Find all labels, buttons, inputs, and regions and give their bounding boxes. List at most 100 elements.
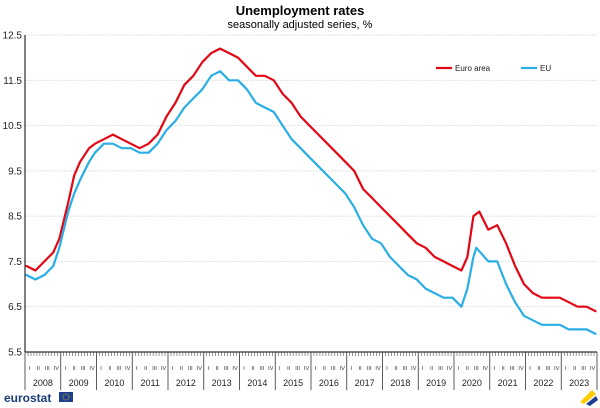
quarter-tick-label: IV [483, 366, 489, 372]
quarter-tick-label: III [546, 366, 551, 372]
year-tick-label: 2015 [283, 378, 303, 388]
legend: Euro area EU [436, 64, 551, 73]
quarter-tick-label: II [573, 366, 577, 372]
year-tick-label: 2021 [498, 378, 518, 388]
quarter-tick-label: III [474, 366, 479, 372]
quarter-tick-label: III [438, 366, 443, 372]
year-tick-label: 2020 [462, 378, 482, 388]
quarter-tick-label: III [260, 366, 265, 372]
y-tick-label: 5.5 [8, 348, 22, 359]
quarter-tick-label: I [493, 366, 495, 372]
quarter-tick-label: III [224, 366, 229, 372]
quarter-tick-label: I [565, 366, 567, 372]
series-line-eu [25, 70, 597, 335]
quarter-tick-label: III [403, 366, 408, 372]
quarter-tick-label: IV [518, 366, 524, 372]
year-tick-label: 2014 [247, 378, 267, 388]
eu-flag-icon [59, 392, 73, 402]
year-tick-label: 2017 [355, 378, 375, 388]
quarter-tick-label: II [180, 366, 184, 372]
quarter-tick-label: I [386, 366, 388, 372]
y-axis-ticks: 5.5 6.5 7.5 8.5 9.5 10.5 11.5 12.5 [3, 31, 23, 359]
footer: eurostat [4, 390, 598, 406]
quarter-tick-label: IV [232, 366, 238, 372]
quarter-tick-label: I [29, 366, 31, 372]
quarter-tick-label: IV [590, 366, 596, 372]
year-tick-label: 2019 [426, 378, 446, 388]
quarter-tick-label: III [45, 366, 50, 372]
quarter-tick-label: I [64, 366, 66, 372]
quarter-tick-label: IV [161, 366, 167, 372]
quarter-tick-label: IV [411, 366, 417, 372]
quarter-tick-label: II [37, 366, 41, 372]
year-tick-label: 2008 [33, 378, 53, 388]
quarter-tick-label: I [458, 366, 460, 372]
quarter-tick-label: II [502, 366, 506, 372]
quarter-tick-label: III [188, 366, 193, 372]
quarter-tick-label: I [136, 366, 138, 372]
quarter-tick-label: IV [89, 366, 95, 372]
series-line-euro-area [25, 47, 597, 313]
quarter-tick-label: III [152, 366, 157, 372]
quarter-tick-label: IV [125, 366, 131, 372]
quarter-tick-label: I [315, 366, 317, 372]
quarter-tick-label: III [510, 366, 515, 372]
legend-label-eu: EU [540, 64, 551, 73]
chart-subtitle: seasonally adjusted series, % [228, 19, 373, 31]
year-tick-label: 2010 [104, 378, 124, 388]
legend-label-euro-area: Euro area [455, 64, 491, 73]
quarter-tick-label: IV [268, 366, 274, 372]
quarter-tick-label: III [581, 366, 586, 372]
quarter-tick-label: II [216, 366, 220, 372]
quarter-tick-label: III [295, 366, 300, 372]
y-tick-label: 7.5 [8, 257, 22, 268]
year-tick-label: 2023 [569, 378, 589, 388]
quarter-tick-label: II [394, 366, 398, 372]
y-tick-label: 9.5 [8, 166, 22, 177]
quarter-tick-label: II [359, 366, 363, 372]
year-tick-label: 2012 [176, 378, 196, 388]
quarter-tick-label: II [430, 366, 434, 372]
quarter-tick-label: II [108, 366, 112, 372]
y-tick-label: 6.5 [8, 302, 22, 313]
quarter-tick-label: I [422, 366, 424, 372]
year-tick-label: 2022 [533, 378, 553, 388]
grid-lines [24, 34, 597, 353]
quarter-tick-label: III [367, 366, 372, 372]
quarter-tick-label: I [172, 366, 174, 372]
year-tick-label: 2013 [212, 378, 232, 388]
year-tick-label: 2011 [140, 378, 159, 388]
quarter-tick-label: I [529, 366, 531, 372]
year-tick-label: 2018 [390, 378, 410, 388]
quarter-tick-label: II [144, 366, 148, 372]
y-tick-label: 12.5 [3, 31, 23, 42]
quarter-tick-label: IV [197, 366, 203, 372]
quarter-tick-label: III [331, 366, 336, 372]
eurostat-mark-icon [580, 390, 598, 406]
quarter-tick-label: I [279, 366, 281, 372]
quarter-tick-label: III [81, 366, 86, 372]
quarter-tick-label: IV [340, 366, 346, 372]
y-tick-label: 8.5 [8, 212, 22, 223]
chart-title: Unemployment rates [236, 3, 365, 18]
quarter-tick-label: II [251, 366, 255, 372]
quarter-tick-label: I [243, 366, 245, 372]
quarter-tick-label: IV [304, 366, 310, 372]
quarter-tick-label: III [117, 366, 122, 372]
y-tick-label: 11.5 [3, 76, 22, 87]
quarter-tick-label: II [466, 366, 470, 372]
year-tick-label: 2009 [69, 378, 89, 388]
eurostat-logo-text: eurostat [4, 391, 51, 405]
quarter-tick-label: II [537, 366, 541, 372]
quarter-tick-label: IV [375, 366, 381, 372]
y-tick-label: 10.5 [3, 121, 23, 132]
quarter-tick-label: I [207, 366, 209, 372]
quarter-tick-label: II [323, 366, 327, 372]
quarter-tick-label: I [350, 366, 352, 372]
series-lines [25, 47, 597, 335]
quarter-tick-label: IV [554, 366, 560, 372]
quarter-tick-label: II [73, 366, 77, 372]
year-tick-label: 2016 [319, 378, 339, 388]
quarter-tick-label: IV [54, 366, 60, 372]
